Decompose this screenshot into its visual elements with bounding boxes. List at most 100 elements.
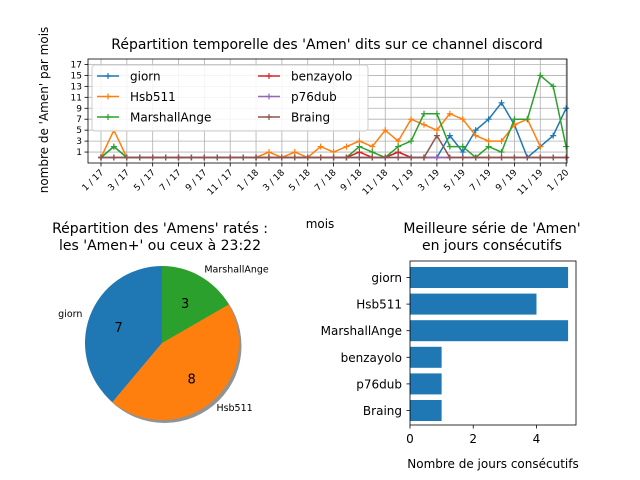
data-point [214,154,221,161]
legend-label-Hsb511: Hsb511 [130,90,176,104]
x-tick-label: 0 [406,432,414,446]
data-point [408,138,415,145]
x-tick-label: 1 / 17 [81,168,106,193]
data-point [433,154,440,161]
data-point [537,72,544,79]
data-point [563,143,570,150]
bar-p76dub [410,373,442,395]
bar-chart-title: Meilleure série de 'Amen' [403,221,580,237]
data-point [356,154,363,161]
data-point [110,154,117,161]
data-point [201,154,208,161]
data-point [278,154,285,161]
pie-chart: Répartition des 'Amens' ratés : les 'Ame… [52,221,269,423]
bar-chart: Meilleure série de 'Amen' en jours consé… [321,221,581,471]
pie-name-label: Hsb511 [216,403,252,414]
bar-MarshallAnge [410,320,569,342]
data-point [123,154,130,161]
data-point [485,138,492,145]
data-point [395,149,402,156]
data-point [356,138,363,145]
pie-slice-Hsb511 [112,304,239,420]
bar-chart-subtitle: en jours consécutifs [422,238,562,254]
line-chart-title: Répartition temporelle des 'Amen' dits s… [111,37,543,53]
line-chart: Répartition temporelle des 'Amen' dits s… [37,27,571,231]
data-point [304,154,311,161]
pie-chart-subtitle: les 'Amen+' ou ceux à 23:22 [59,238,261,254]
bar-category-label: benzayolo [341,351,402,365]
data-point [498,99,505,106]
data-point [563,105,570,112]
data-point [369,149,376,156]
data-point [343,154,350,161]
legend-label-giorn: giorn [130,70,161,84]
data-point [498,138,505,145]
data-point [485,143,492,150]
y-tick-label: 13 [71,82,82,92]
x-tick-label: 3 / 19 [417,168,443,194]
legend-box [91,64,369,132]
x-tick-label: 4 [533,432,541,446]
legend-label-p76dub: p76dub [291,90,337,104]
y-tick-label: 11 [71,93,82,103]
x-tick-label: 1 / 20 [546,168,572,194]
bar-benzayolo [410,346,442,368]
legend-marker [105,114,111,120]
pie-value-label: 8 [188,372,196,387]
line-chart-series [98,72,570,161]
data-point [136,154,143,161]
data-point [511,116,518,123]
y-tick-label: 9 [76,104,82,114]
data-point [291,154,298,161]
bar-giorn [410,267,569,288]
data-point [550,132,557,139]
data-point [433,110,440,117]
pie-value-label: 7 [114,321,122,336]
data-point [395,154,402,161]
legend-label-benzayolo: benzayolo [291,70,352,84]
y-tick-label: 7 [76,115,82,125]
pie-slice-giorn [85,266,162,402]
data-point [98,154,104,161]
data-point [498,154,505,161]
data-point [459,154,466,161]
bar-Hsb511 [410,293,537,315]
line-chart-frame [87,58,568,164]
legend-marker [266,114,272,120]
y-tick-label: 3 [76,137,82,147]
x-tick-label: 11 / 17 [206,168,235,197]
data-point [240,154,247,161]
y-tick-label: 5 [76,126,82,136]
pie-name-label: giorn [58,309,82,320]
data-point [356,143,363,150]
data-point [330,154,337,161]
bar-chart-ticks: giorn Hsb511 MarshallAnge benzayolo p76dub Br… [321,271,541,446]
y-tick-label: 15 [71,71,82,81]
line-chart-y-label: nombre de 'Amen' par mois [37,27,51,194]
data-point [459,116,466,123]
legend-label-MarshallAnge: MarshallAnge [130,111,211,125]
data-point [446,154,453,161]
data-point [149,154,156,161]
data-point [317,143,324,150]
data-point [317,154,324,161]
bar-category-label: giorn [371,271,402,285]
data-point [110,143,117,150]
data-point [369,154,376,161]
data-point [265,154,272,161]
x-tick-label: 3 / 17 [107,168,132,193]
data-point [369,143,376,150]
data-point [446,132,453,139]
bar-chart-x-label: Nombre de jours consécutifs [407,457,579,471]
bar-Braing [410,400,442,421]
data-point [472,132,479,139]
x-tick-label: 3 / 18 [262,168,288,194]
data-point [162,154,169,161]
data-point [485,116,492,123]
bar-category-label: Braing [363,404,402,418]
data-point [175,154,182,161]
data-point [537,154,544,161]
